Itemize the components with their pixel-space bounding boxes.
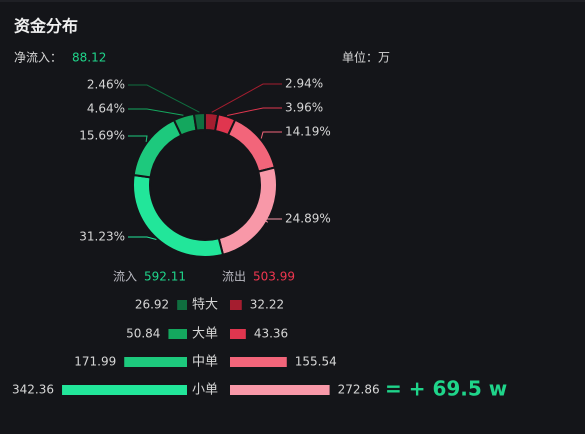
row-label: 中单 xyxy=(192,355,218,370)
leader-line xyxy=(261,218,282,223)
outflow-label: 流出 xyxy=(222,270,246,284)
row-label: 小单 xyxy=(192,383,218,398)
leader-line xyxy=(227,107,282,116)
outflow-bar xyxy=(230,300,242,310)
leader-line xyxy=(260,131,282,139)
outflow-value: 272.86 xyxy=(338,383,380,397)
inflow-total: 592.11 xyxy=(144,270,186,284)
inflow-label: 流入 xyxy=(113,270,137,284)
net-value: 88.12 xyxy=(72,51,106,65)
inflow-value: 171.99 xyxy=(74,355,116,369)
inflow-bar xyxy=(177,300,187,310)
outflow-value: 32.22 xyxy=(250,298,284,312)
segment-label: 14.19% xyxy=(285,125,331,139)
segment-label: 3.96% xyxy=(285,101,323,115)
segment-label: 2.46% xyxy=(87,78,125,92)
inflow-bar xyxy=(168,329,187,339)
leader-line xyxy=(128,84,200,113)
title: 资金分布 xyxy=(14,17,78,36)
inflow-bar xyxy=(124,357,187,367)
segment-label: 4.64% xyxy=(87,102,125,116)
inflow-value: 342.36 xyxy=(12,383,54,397)
inflow-value: 50.84 xyxy=(126,327,160,341)
leader-line xyxy=(128,108,184,116)
leader-line xyxy=(211,83,282,113)
net-label: 净流入： xyxy=(14,51,62,65)
net-total: = + 69.5 w xyxy=(385,377,507,401)
unit: 单位：万 xyxy=(342,50,390,65)
leader-line xyxy=(128,135,148,142)
row-label: 大单 xyxy=(192,327,218,342)
outflow-value: 43.36 xyxy=(254,327,288,341)
segment-label: 24.89% xyxy=(285,212,331,226)
outflow-bar xyxy=(230,329,246,339)
segment-label: 31.23% xyxy=(79,230,125,244)
segment-label: 2.94% xyxy=(285,77,323,91)
outflow-bar xyxy=(230,357,287,367)
inflow-value: 26.92 xyxy=(135,298,169,312)
outflow-bar xyxy=(230,385,330,395)
inflow-bar xyxy=(62,385,187,395)
leader-line xyxy=(128,236,157,240)
outflow-total: 503.99 xyxy=(253,270,295,284)
segment-label: 15.69% xyxy=(79,129,125,143)
donut-segment xyxy=(192,111,206,132)
outflow-value: 155.54 xyxy=(295,355,337,369)
row-label: 特大 xyxy=(192,298,218,313)
